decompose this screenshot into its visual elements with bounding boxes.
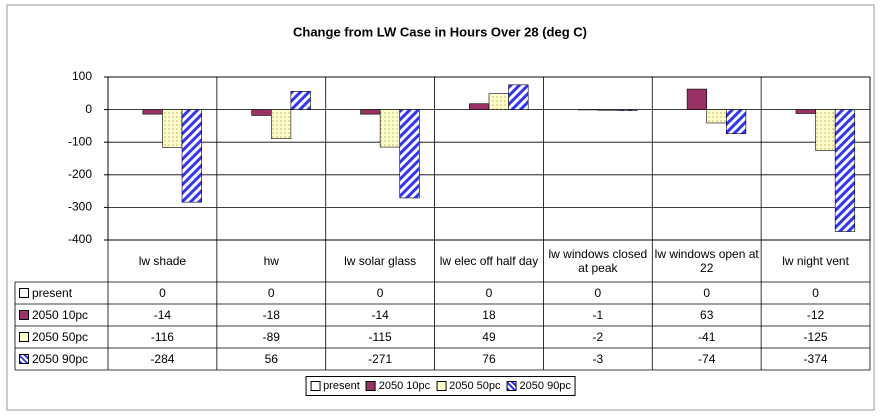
y-tick-label: -100: [68, 134, 92, 148]
category-label: lw night vent: [782, 254, 849, 268]
category-label: lw shade: [138, 254, 187, 268]
legend-key: [19, 354, 29, 364]
table-value: -89: [262, 330, 280, 344]
legend-label: present: [323, 380, 360, 392]
table-value: 0: [159, 286, 166, 300]
legend: present 2050 10pc 2050 50pc 2050 90pc: [305, 376, 576, 396]
row-name: 2050 50pc: [32, 330, 89, 344]
bar: [617, 109, 638, 111]
row-name: present: [32, 286, 73, 300]
legend-key: [365, 381, 376, 391]
table-value: -74: [698, 352, 716, 366]
legend-label: 2050 90pc: [519, 380, 571, 392]
legend-key: [310, 381, 321, 391]
legend-item: 2050 90pc: [506, 379, 571, 393]
bar: [508, 84, 529, 110]
table-value: -41: [698, 330, 716, 344]
table-value: -125: [803, 330, 828, 344]
table-value: 0: [267, 286, 275, 300]
y-tick-label: -300: [68, 200, 92, 214]
table-value: -14: [153, 308, 172, 322]
legend-key: [506, 381, 517, 391]
bar: [181, 109, 202, 203]
table-value: -1: [592, 308, 604, 322]
bar: [399, 109, 420, 199]
table-value: -284: [150, 352, 175, 366]
category-label: hw: [263, 254, 279, 268]
bar: [815, 109, 836, 151]
bar: [597, 109, 618, 111]
y-tick-label: -400: [68, 232, 92, 246]
legend-item: 2050 10pc: [365, 379, 431, 393]
table-row-label: present: [15, 282, 108, 304]
table-value: -2: [592, 330, 604, 344]
table-value: 63: [700, 308, 714, 322]
table-value: -18: [262, 308, 280, 322]
row-name: 2050 90pc: [32, 352, 89, 366]
table-value: 0: [703, 286, 711, 300]
bar: [834, 109, 856, 232]
legend-item: present: [310, 379, 360, 393]
legend-item: 2050 50pc: [436, 379, 501, 393]
table-value: -12: [806, 308, 825, 322]
bar: [686, 88, 708, 110]
table-value: 49: [482, 330, 496, 344]
table-value: 0: [485, 286, 493, 300]
table-value: 56: [264, 352, 278, 366]
legend-key: [19, 288, 29, 298]
table-row-label: 2050 50pc: [15, 326, 108, 348]
table-value: -374: [803, 352, 828, 366]
table-row-label: 2050 90pc: [15, 348, 108, 370]
table-value: -115: [368, 330, 392, 344]
legend-label: 2050 10pc: [378, 380, 431, 392]
table-value: 0: [812, 286, 819, 300]
row-name: 2050 10pc: [32, 308, 89, 322]
table-value: -3: [592, 352, 604, 366]
table-value: -271: [368, 352, 393, 366]
bar: [488, 93, 509, 110]
bar: [290, 91, 311, 110]
legend-key: [19, 332, 29, 342]
chart-title: Change from LW Case in Hours Over 28 (de…: [293, 24, 587, 39]
y-tick-label: 0: [85, 102, 92, 116]
category-label: lw windows closed at peak: [548, 247, 648, 275]
category-label: lw solar glass: [344, 254, 417, 268]
y-tick-label: -200: [68, 167, 92, 181]
table-value: -116: [150, 330, 174, 344]
table-value: -14: [371, 308, 389, 322]
bar: [726, 109, 747, 135]
bar: [142, 109, 163, 115]
table-value: 18: [482, 308, 496, 322]
bar: [162, 109, 183, 148]
legend-label: 2050 50pc: [449, 380, 501, 392]
table-value: 0: [376, 286, 384, 300]
category-label: lw elec off half day: [439, 254, 539, 268]
bar: [469, 103, 490, 110]
bar: [251, 109, 272, 116]
bar: [379, 109, 401, 148]
table-value: 76: [482, 352, 496, 366]
table-row-label: 2050 10pc: [15, 304, 108, 326]
category-label: lw windows open at 22: [654, 247, 759, 275]
y-tick-label: 100: [72, 69, 92, 83]
bar: [360, 109, 381, 115]
bar: [270, 109, 292, 139]
bar: [706, 109, 727, 124]
bar: [795, 109, 816, 114]
legend-key: [436, 381, 447, 391]
legend-key: [19, 310, 29, 320]
table-value: 0: [594, 286, 602, 300]
